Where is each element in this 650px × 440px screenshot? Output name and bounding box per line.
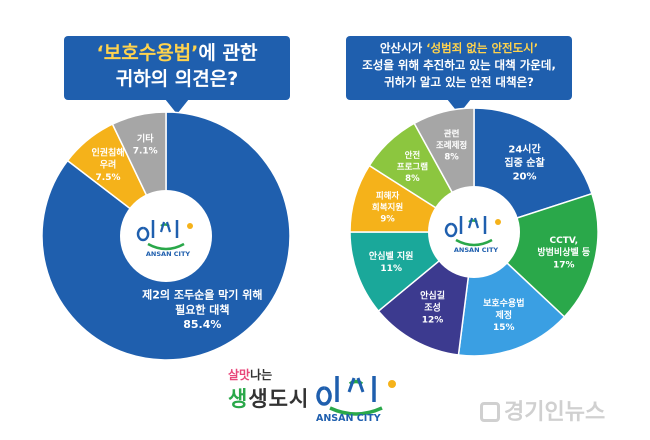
footer-slogan: 살맛나는 생생도시	[228, 366, 309, 413]
slice-value-1-1-2: 17%	[553, 260, 575, 270]
ansan-logo-mark	[136, 220, 193, 251]
slogan-part2: 나는	[250, 368, 273, 382]
footer-ansan-logo: ANSAN CITY	[316, 376, 396, 424]
slice-label-1-1-1: 방범비상벨 등	[537, 246, 590, 258]
slice-label-1-5-1: 회복지원	[372, 202, 403, 213]
right-donut-hole	[428, 186, 520, 278]
left-donut-hole	[120, 190, 212, 282]
slice-value-0-2-1: 7.1%	[133, 147, 158, 157]
left-question-line2: 귀하의 의견은?	[115, 68, 239, 90]
slice-label-0-0-0: 제2의 조두순을 막기 위해	[142, 288, 262, 302]
slice-label-0-1-0: 인권침해	[91, 147, 124, 159]
slice-label-1-7-0: 관련	[444, 128, 460, 139]
right-question-line3: 귀하가 알고 있는 안전 대책은?	[384, 75, 534, 89]
slogan-part1: 살맛	[228, 368, 251, 382]
slice-label-1-0-0: 24시간	[508, 142, 541, 155]
right-center-logo: ANSAN CITY	[444, 216, 501, 254]
ansan-logo-mark	[316, 376, 396, 416]
right-logo-text: ANSAN CITY	[454, 246, 499, 254]
watermark-text: 경기인뉴스	[504, 400, 606, 425]
slice-label-1-6-0: 안전	[405, 150, 421, 161]
newspaper-logo-icon	[480, 402, 500, 422]
slice-value-1-5-2: 9%	[380, 214, 395, 224]
right-question-line1: 안산시가 ‘성범죄 없는 안전도시’	[346, 40, 572, 57]
left-question-line1: ‘보호수용법’에 관한	[64, 40, 290, 66]
slice-value-1-2-2: 15%	[493, 323, 515, 333]
slice-label-0-2-0: 기타	[137, 132, 154, 144]
right-question-bubble: 안산시가 ‘성범죄 없는 안전도시’ 조성을 위해 추진하고 있는 대책 가운데…	[346, 36, 572, 114]
left-question-line1-rest: 에 관한	[198, 42, 258, 64]
slogan-line2: 생생도시	[228, 383, 309, 413]
sun-icon	[187, 223, 193, 229]
slice-value-1-4-1: 11%	[380, 264, 402, 274]
slice-value-0-1-2: 7.5%	[96, 173, 121, 183]
left-center-logo: ANSAN CITY	[136, 220, 193, 258]
slice-label-1-1-0: CCTV,	[549, 236, 578, 246]
slice-label-1-4-0: 안심벨 지원	[369, 250, 414, 262]
slice-label-1-6-1: 프로그램	[397, 161, 428, 172]
right-question-line2: 조성을 위해 추진하고 있는 대책 가운데,	[362, 58, 556, 72]
slice-label-1-7-1: 조례제정	[436, 140, 467, 151]
slice-label-1-3-1: 조성	[424, 302, 441, 314]
slice-value-1-0-2: 20%	[513, 171, 537, 182]
watermark: 경기인뉴스	[480, 394, 605, 426]
slice-label-1-2-0: 보호수용법	[483, 297, 524, 309]
left-question-bubble: ‘보호수용법’에 관한 귀하의 의견은?	[64, 36, 290, 114]
left-logo-text: ANSAN CITY	[146, 250, 191, 258]
ansan-logo-mark	[444, 216, 501, 247]
sun-icon	[388, 380, 396, 388]
left-bubble-tail	[165, 99, 189, 114]
slice-label-1-0-1: 집중 순찰	[504, 156, 545, 169]
left-question-highlight: ‘보호수용법’	[96, 42, 199, 64]
right-question-line1-pre: 안산시가	[379, 41, 427, 55]
slogan-line1: 살맛나는	[228, 366, 309, 383]
slice-label-1-3-0: 안심길	[420, 289, 445, 301]
slice-label-1-2-1: 제정	[496, 309, 513, 321]
slice-label-0-1-1: 우려	[100, 159, 117, 171]
slice-value-0-0-2: 85.4%	[183, 318, 221, 331]
right-question-highlight: ‘성범죄 없는 안전도시’	[426, 41, 539, 55]
sun-icon	[495, 219, 501, 225]
slogan-line2-b: 생도시	[248, 387, 310, 411]
slice-value-1-3-2: 12%	[422, 316, 444, 326]
slice-label-1-5-0: 피해자	[376, 190, 400, 201]
slice-value-1-7-2: 8%	[444, 152, 459, 162]
slice-value-1-6-2: 8%	[405, 174, 420, 184]
slice-label-0-0-1: 필요한 대책	[175, 302, 229, 316]
slogan-line2-a: 생	[228, 387, 249, 411]
footer-logo-text: ANSAN CITY	[316, 413, 381, 424]
